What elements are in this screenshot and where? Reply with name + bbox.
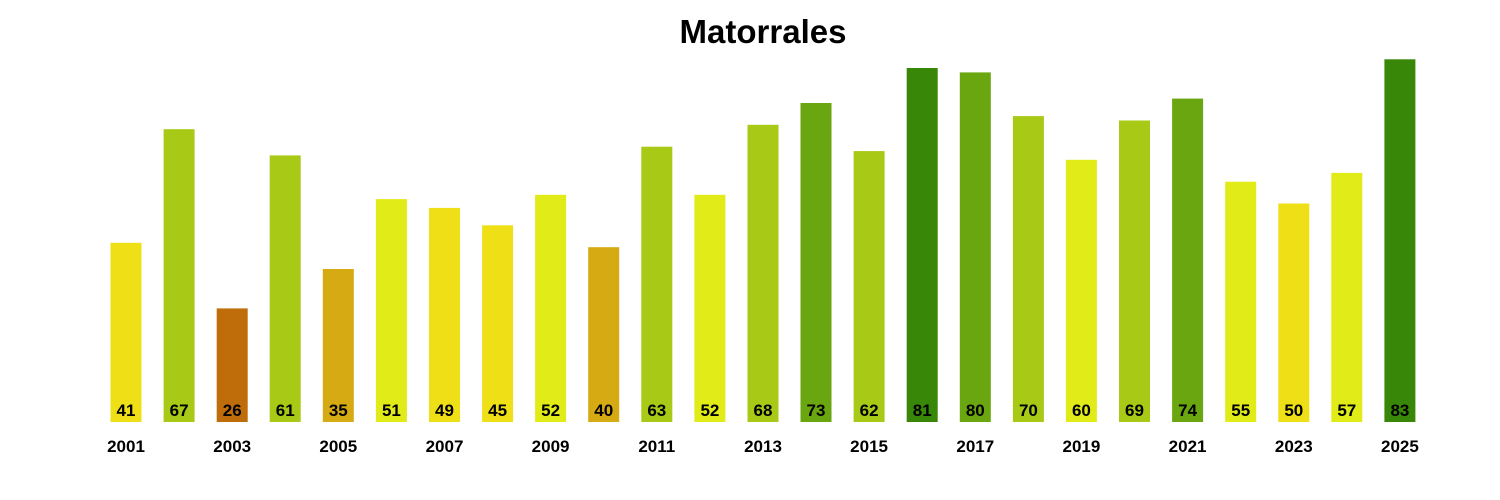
bar-value-label-2002: 67 [170,401,189,420]
bars-group [110,59,1416,423]
bar-2005 [322,269,354,422]
bar-2018 [1012,116,1044,422]
x-tick-label-2005: 2005 [319,437,357,456]
bar-2003 [216,308,248,422]
bar-2017 [959,72,991,423]
bar-value-label-2021: 74 [1178,401,1197,420]
bar-2001 [110,242,142,422]
bar-2013 [747,124,779,423]
bar-2006 [375,199,407,422]
x-tick-label-2023: 2023 [1275,437,1313,456]
bar-value-label-2008: 45 [488,401,507,420]
x-tick-label-2013: 2013 [744,437,782,456]
bar-2021 [1172,98,1204,422]
bar-2020 [1119,120,1150,422]
bar-value-label-2015: 62 [860,401,879,420]
bar-value-label-2007: 49 [435,401,454,420]
bar-2002 [163,129,195,422]
bar-value-label-2005: 35 [329,401,348,420]
x-tick-label-2011: 2011 [638,437,675,456]
bar-2022 [1225,181,1257,422]
bar-value-label-2012: 52 [700,401,719,420]
x-axis-tick-labels: 2001 2003 2005 2007 2009 2011 2013 2015 2017 2019… [107,437,1419,456]
bar-2023 [1278,203,1310,422]
bar-value-label-2001: 41 [117,401,136,420]
bar-value-label-2010: 40 [594,401,613,420]
x-tick-label-2015: 2015 [850,437,888,456]
bar-2014 [800,103,832,422]
bar-value-label-2004: 61 [276,401,295,420]
x-tick-label-2025: 2025 [1381,437,1419,456]
bar-value-label-2020: 69 [1125,401,1144,420]
bar-value-label-2019: 60 [1072,401,1091,420]
x-tick-label-2007: 2007 [426,437,464,456]
x-tick-label-2021: 2021 [1169,437,1207,456]
bar-2019 [1065,159,1097,423]
bar-2025 [1384,59,1416,423]
bar-2024 [1331,172,1363,422]
bar-2016 [906,68,938,422]
bar-2007 [429,207,460,422]
bar-2010 [588,247,620,422]
bar-2012 [694,194,726,422]
bar-2011 [641,146,673,422]
x-tick-label-2017: 2017 [956,437,994,456]
bar-value-label-2006: 51 [382,401,401,420]
bar-value-label-2018: 70 [1019,401,1038,420]
bar-value-label-2011: 63 [647,401,666,420]
x-tick-label-2009: 2009 [532,437,570,456]
bar-2008 [482,225,514,422]
x-tick-label-2003: 2003 [213,437,251,456]
bar-value-label-2014: 73 [807,401,826,420]
bar-value-label-2025: 83 [1390,401,1409,420]
bar-labels-group: 41 67 26 61 35 51 49 45 52 40 63 52 68 73 62 81 80 70 60 69… [117,401,1410,420]
x-tick-label-2001: 2001 [107,437,145,456]
chart-title: Matorrales [680,13,847,50]
bar-2004 [269,155,301,422]
bar-2009 [535,194,567,422]
bar-value-label-2024: 57 [1337,401,1356,420]
x-tick-label-2019: 2019 [1062,437,1100,456]
bar-2015 [853,151,885,422]
bar-value-label-2003: 26 [223,401,242,420]
bar-value-label-2023: 50 [1284,401,1303,420]
bar-value-label-2009: 52 [541,401,560,420]
bar-value-label-2016: 81 [913,401,932,420]
bar-value-label-2017: 80 [966,401,985,420]
bar-value-label-2022: 55 [1231,401,1250,420]
bar-value-label-2013: 68 [754,401,773,420]
